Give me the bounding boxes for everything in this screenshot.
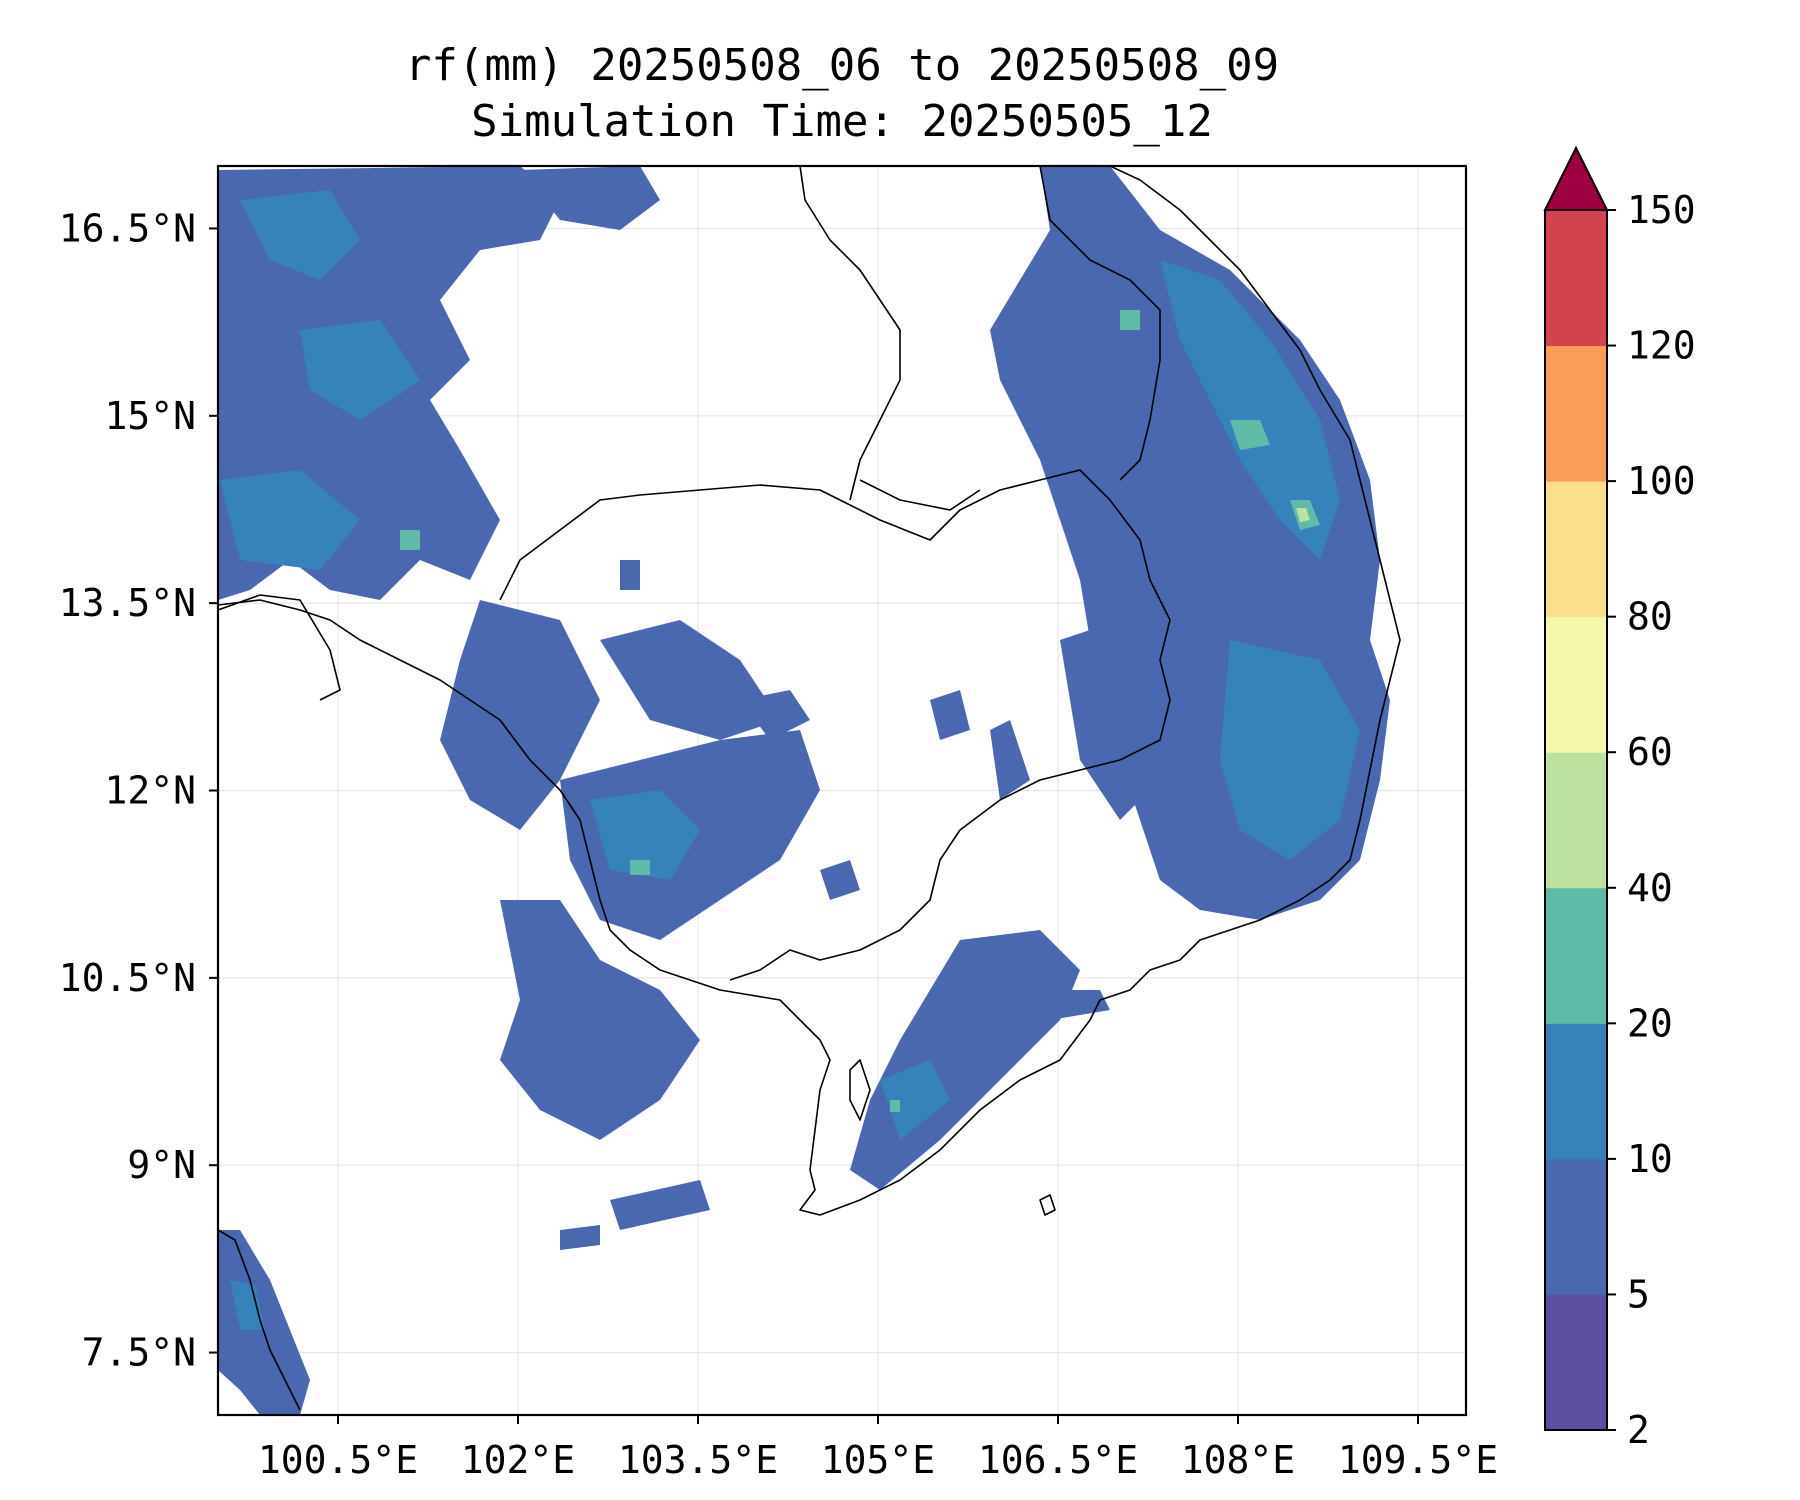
colorbar-segment xyxy=(1545,1294,1607,1431)
rain-area-ne-peak xyxy=(1230,420,1270,450)
rainfall-contours xyxy=(218,166,1390,1415)
rain-area-nw-6 xyxy=(400,530,420,550)
title-line-2: Simulation Time: 20250505_12 xyxy=(471,96,1213,147)
y-tick-label: 10.5°N xyxy=(59,956,196,1000)
x-tick-label: 109.5°E xyxy=(1338,1438,1498,1482)
rain-area-nw-2 xyxy=(520,166,660,230)
colorbar-tick-label: 40 xyxy=(1627,866,1673,910)
rain-area-gulf xyxy=(500,900,700,1140)
rain-area-gulf-3 xyxy=(560,1225,600,1250)
border-thailand-cambodia xyxy=(499,484,841,601)
y-tick-label: 12°N xyxy=(104,769,196,813)
colorbar-tick-label: 60 xyxy=(1627,730,1673,774)
x-tick-label: 106.5°E xyxy=(978,1438,1138,1482)
rain-area-central-5 xyxy=(1080,560,1130,585)
island-con-son xyxy=(1039,1194,1056,1216)
rain-area-delta-2 xyxy=(880,1060,950,1140)
colorbar-tick-label: 100 xyxy=(1627,459,1696,503)
rain-area-central-6 xyxy=(620,560,640,590)
rain-area-nw-3 xyxy=(240,190,360,280)
colorbar-frame xyxy=(1544,209,1608,1431)
rain-area-central-2 xyxy=(820,860,860,900)
border-laos-vietnam xyxy=(1039,166,1161,481)
rain-area-ne-peak-3 xyxy=(1296,508,1310,522)
rain-area-delta-3 xyxy=(890,1100,900,1112)
rain-area-cardamom xyxy=(600,620,780,740)
rain-area-central-3 xyxy=(930,690,970,740)
rain-area-e-coast-s xyxy=(1040,990,1110,1020)
rain-area-nw-4 xyxy=(300,320,420,420)
x-tick-label: 103.5°E xyxy=(618,1438,778,1482)
colorbar-segment xyxy=(1545,616,1607,753)
y-axis-ticks: 16.5°N 15°N 13.5°N 12°N 10.5°N 9°N 7.5°N xyxy=(59,206,218,1375)
title-line-1: rf(mm) 20250508_06 to 20250508_09 xyxy=(405,40,1279,91)
border-laos-cambodia xyxy=(859,479,981,511)
rain-area-ne-peak-4 xyxy=(1120,310,1140,330)
map-panel: 100.5°E 102°E 103.5°E 105°E 106.5°E 108°E 109.… xyxy=(59,164,1498,1482)
rain-area-sw-corner-2 xyxy=(230,1280,265,1330)
rain-area-gulf-2 xyxy=(610,1180,710,1230)
rain-area-nw-5 xyxy=(220,470,360,570)
y-tick-label: 15°N xyxy=(104,394,196,438)
rain-area-central-4 xyxy=(990,720,1030,800)
rain-area-central-west-3 xyxy=(630,860,650,875)
rain-area-central-west-2 xyxy=(590,790,700,880)
rain-area-central xyxy=(740,690,810,740)
border-cambodia-vietnam xyxy=(729,469,1171,981)
colorbar-tick-label: 80 xyxy=(1627,595,1673,639)
colorbar-segment xyxy=(1545,345,1607,482)
colorbar-tick-label: 2 xyxy=(1627,1408,1650,1452)
coastline-peninsula xyxy=(218,1229,301,1411)
colorbar-tick-label: 120 xyxy=(1627,324,1696,368)
colorbar-tick-label: 150 xyxy=(1627,188,1696,232)
colorbar-segment xyxy=(1545,481,1607,618)
rain-area-sw-corner xyxy=(218,1230,310,1415)
island-phu-quoc xyxy=(849,1059,871,1121)
coastline-gulf-of-thailand xyxy=(218,166,1401,1216)
colorbar-tick-label: 10 xyxy=(1627,1137,1673,1181)
y-tick-label: 16.5°N xyxy=(59,206,196,250)
colorbar-extend-arrow xyxy=(1543,145,1609,211)
colorbar-tick-label: 20 xyxy=(1627,1001,1673,1045)
coastlines-and-borders xyxy=(218,166,1401,1411)
y-tick-label: 9°N xyxy=(127,1143,196,1187)
colorbar: 2 5 10 20 40 60 80 100 120 150 xyxy=(1543,145,1696,1452)
x-tick-label: 108°E xyxy=(1181,1438,1295,1482)
colorbar-segment xyxy=(1545,752,1607,889)
rain-area-w-coast xyxy=(440,600,600,830)
x-axis-ticks: 100.5°E 102°E 103.5°E 105°E 106.5°E 108°E 109.… xyxy=(258,1415,1498,1482)
colorbar-segment xyxy=(1545,210,1607,347)
rain-area-e-highlands xyxy=(1060,620,1160,820)
rain-area-ne-inner-2 xyxy=(1220,640,1360,860)
colorbar-tick-label: 5 xyxy=(1627,1272,1650,1316)
y-tick-label: 13.5°N xyxy=(59,581,196,625)
x-tick-label: 102°E xyxy=(461,1438,575,1482)
border-thailand-myanmar-cambodia-west xyxy=(218,594,341,701)
colorbar-segment xyxy=(1545,1023,1607,1160)
colorbar-segment xyxy=(1545,887,1607,1024)
x-tick-label: 100.5°E xyxy=(258,1438,418,1482)
colorbar-segment xyxy=(1545,1158,1607,1295)
x-tick-label: 105°E xyxy=(821,1438,935,1482)
border-thailand-laos xyxy=(799,166,901,501)
rain-area-ne-inner xyxy=(1160,260,1340,560)
y-tick-label: 7.5°N xyxy=(82,1331,196,1375)
